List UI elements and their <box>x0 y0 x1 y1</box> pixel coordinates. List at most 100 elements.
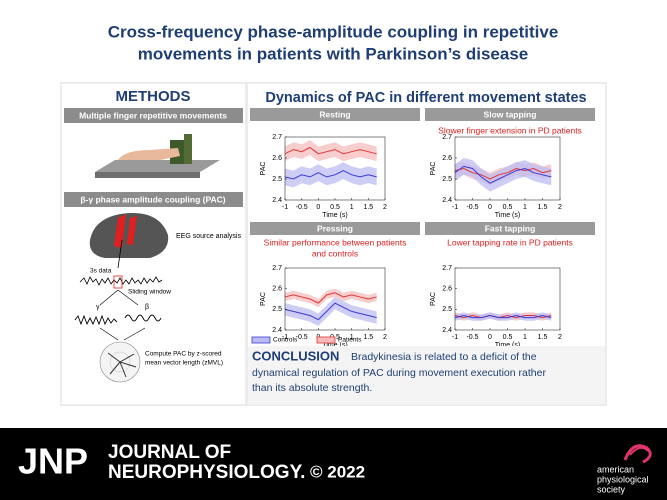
x-tick-label: 2 <box>383 204 387 211</box>
x-tick-label: -1 <box>282 334 288 341</box>
y-tick-label: 2.5 <box>272 306 282 313</box>
step-bar <box>64 108 243 123</box>
conclusion-text: dynamical regulation of PAC during movem… <box>252 367 546 379</box>
y-tick-label: 2.4 <box>272 327 282 334</box>
panel-title: Slow tapping <box>484 109 537 119</box>
x-tick-label: 1 <box>523 334 527 341</box>
x-tick-label: -0.5 <box>296 204 308 211</box>
x-tick-label: 0 <box>488 334 492 341</box>
x-tick-label: 2 <box>383 334 387 341</box>
series-line <box>284 302 377 321</box>
x-tick-label: 0.5 <box>503 334 513 341</box>
error-band <box>285 288 377 308</box>
arrow <box>117 289 139 306</box>
step-label: β-γ phase amplitude coupling (PAC) <box>80 194 225 204</box>
footer <box>0 428 667 500</box>
legend-swatch <box>316 336 336 344</box>
y-tick-label: 2.7 <box>442 265 452 272</box>
series-line <box>454 167 552 180</box>
band-label: β <box>145 304 149 311</box>
x-axis-label: Time (s) <box>322 342 347 349</box>
series-line <box>454 165 552 184</box>
method-note: Compute PAC by z-scored <box>145 351 222 358</box>
journal-name: JOURNAL OF <box>108 442 231 463</box>
x-tick-label: -0.5 <box>296 334 308 341</box>
x-tick-label: 2 <box>558 204 562 211</box>
gamma-trace <box>74 314 118 326</box>
x-tick-label: -1 <box>282 204 288 211</box>
journal-abbr: JNP <box>18 441 88 482</box>
legend-label: Controls <box>273 337 298 344</box>
x-tick-label: 0 <box>316 204 320 211</box>
conclusion-text: Bradykinesia is related to a deficit of … <box>351 351 537 363</box>
x-tick-label: -1 <box>452 204 458 211</box>
panel-header <box>425 108 595 121</box>
y-tick-label: 2.5 <box>442 306 452 313</box>
dynamics-panel <box>248 84 605 346</box>
title-line: Cross-frequency phase-amplitude coupling… <box>108 22 559 41</box>
polar-plot <box>99 341 141 383</box>
y-axis-label: PAC <box>260 292 267 306</box>
y-tick-label: 2.6 <box>272 155 282 162</box>
annotation: Similar performance between patients <box>264 237 407 247</box>
method-note: Sliding window <box>128 289 171 296</box>
error-band <box>455 158 552 192</box>
y-tick-label: 2.5 <box>442 176 452 183</box>
society-name: american <box>597 464 634 474</box>
x-tick-label: 1.5 <box>363 334 373 341</box>
dynamics-heading: Dynamics of PAC in different movement st… <box>265 90 586 106</box>
x-tick-label: 1 <box>350 204 354 211</box>
panel-header <box>250 108 420 121</box>
legend-label: Patients <box>338 337 362 344</box>
series-line <box>284 292 377 304</box>
y-axis-label: PAC <box>430 292 437 306</box>
annotation: Slower finger extension in PD patients <box>438 125 582 135</box>
band-label: γ <box>96 304 100 311</box>
copyright: © 2022 <box>310 462 365 481</box>
annotation: Lower tapping rate in PD patients <box>447 237 573 247</box>
error-band <box>285 296 377 326</box>
y-tick-label: 2.6 <box>442 286 452 293</box>
series-line <box>284 146 377 155</box>
y-tick-label: 2.5 <box>272 176 282 183</box>
series-line <box>454 315 552 319</box>
x-tick-label: 1.5 <box>538 204 548 211</box>
arrow <box>99 327 119 341</box>
y-tick-label: 2.4 <box>442 327 452 334</box>
y-axis-label: PAC <box>260 162 267 176</box>
window-box <box>113 275 123 289</box>
method-note: 3s data <box>90 268 112 275</box>
x-tick-label: 0.5 <box>330 204 340 211</box>
conclusion-text: than its absolute strength. <box>252 382 372 394</box>
method-note: EEG source analysis <box>176 233 241 240</box>
x-tick-label: -0.5 <box>466 334 478 341</box>
society-name: society <box>597 484 626 494</box>
x-tick-label: 1.5 <box>538 334 548 341</box>
legend-swatch <box>251 336 271 344</box>
x-axis-label: Time (s) <box>322 212 347 219</box>
beta-trace <box>124 314 162 322</box>
journal-name: NEUROPHYSIOLOGY. <box>108 462 305 483</box>
y-axis-label: PAC <box>430 162 437 176</box>
panel-title: Fast tapping <box>485 223 536 233</box>
brain-illustration <box>89 212 169 269</box>
panel-title: Resting <box>319 109 350 119</box>
error-band <box>285 162 377 188</box>
arrow <box>99 289 119 306</box>
x-tick-label: 1 <box>350 334 354 341</box>
panel-title: Pressing <box>317 223 353 233</box>
x-tick-label: 2 <box>558 334 562 341</box>
arrow <box>123 327 146 341</box>
x-tick-label: -0.5 <box>466 204 478 211</box>
y-tick-label: 2.6 <box>272 286 282 293</box>
x-tick-label: 0.5 <box>503 204 513 211</box>
annotation: and controls <box>312 248 358 258</box>
series-line <box>454 315 552 319</box>
conclusion-label: CONCLUSION <box>252 348 339 363</box>
y-tick-label: 2.4 <box>442 197 452 204</box>
device-illustration <box>95 134 220 178</box>
y-tick-label: 2.7 <box>442 134 452 141</box>
x-tick-label: -1 <box>452 334 458 341</box>
x-tick-label: 1 <box>523 204 527 211</box>
